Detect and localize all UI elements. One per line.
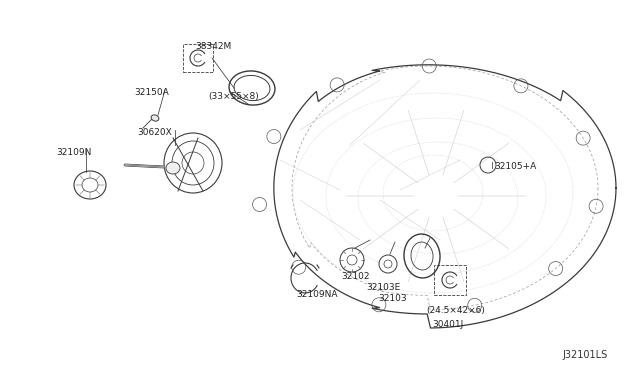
Text: 32103E: 32103E	[366, 283, 400, 292]
Text: 32105+A: 32105+A	[494, 162, 536, 171]
Ellipse shape	[151, 115, 159, 121]
Text: 38342M: 38342M	[195, 42, 231, 51]
Text: J32101LS: J32101LS	[563, 350, 608, 360]
Text: 30401J: 30401J	[432, 320, 463, 329]
Text: 30620X: 30620X	[137, 128, 172, 137]
Text: (24.5×42×6): (24.5×42×6)	[426, 306, 485, 315]
Text: 32150A: 32150A	[134, 88, 169, 97]
Text: 32109N: 32109N	[56, 148, 92, 157]
Text: 32109NA: 32109NA	[296, 290, 337, 299]
Text: 32103: 32103	[378, 294, 406, 303]
Text: (33×55×8): (33×55×8)	[208, 92, 259, 101]
Text: 32102: 32102	[341, 272, 369, 281]
Ellipse shape	[166, 162, 180, 174]
